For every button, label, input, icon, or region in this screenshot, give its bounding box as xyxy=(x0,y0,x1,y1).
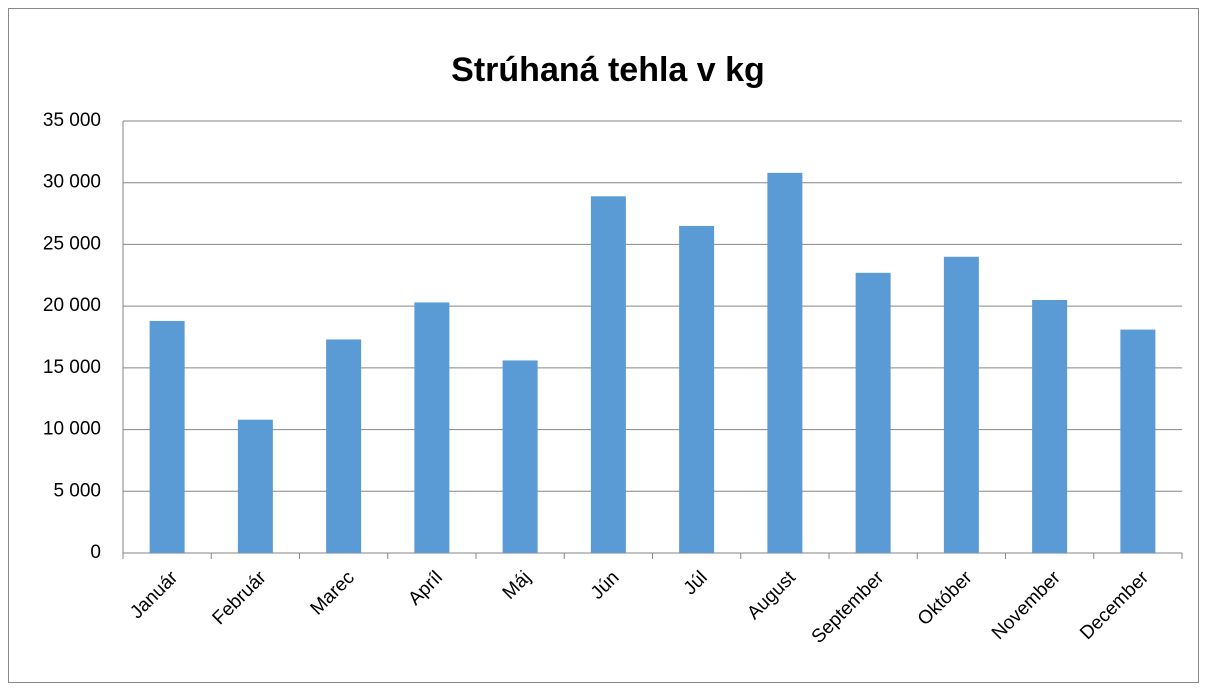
bar xyxy=(943,256,979,553)
bar xyxy=(414,302,450,553)
y-tick-label: 5 000 xyxy=(53,480,101,501)
y-tick-label: 35 000 xyxy=(43,110,101,131)
y-tick-label: 10 000 xyxy=(43,419,101,440)
y-tick-label: 0 xyxy=(90,542,101,563)
y-tick-label: 15 000 xyxy=(43,357,101,378)
bar xyxy=(1032,299,1068,553)
bar xyxy=(1120,329,1156,553)
chart-title: Strúhaná tehla v kg xyxy=(451,51,765,89)
bar xyxy=(149,320,185,553)
bar xyxy=(502,360,538,553)
bar xyxy=(237,419,273,553)
y-tick-label: 30 000 xyxy=(43,172,101,193)
bar xyxy=(767,172,803,553)
y-tick-label: 25 000 xyxy=(43,233,101,254)
y-tick-label: 20 000 xyxy=(43,295,101,316)
bar xyxy=(855,272,891,553)
bar xyxy=(679,225,715,553)
bar xyxy=(590,196,626,553)
bar xyxy=(326,339,362,553)
